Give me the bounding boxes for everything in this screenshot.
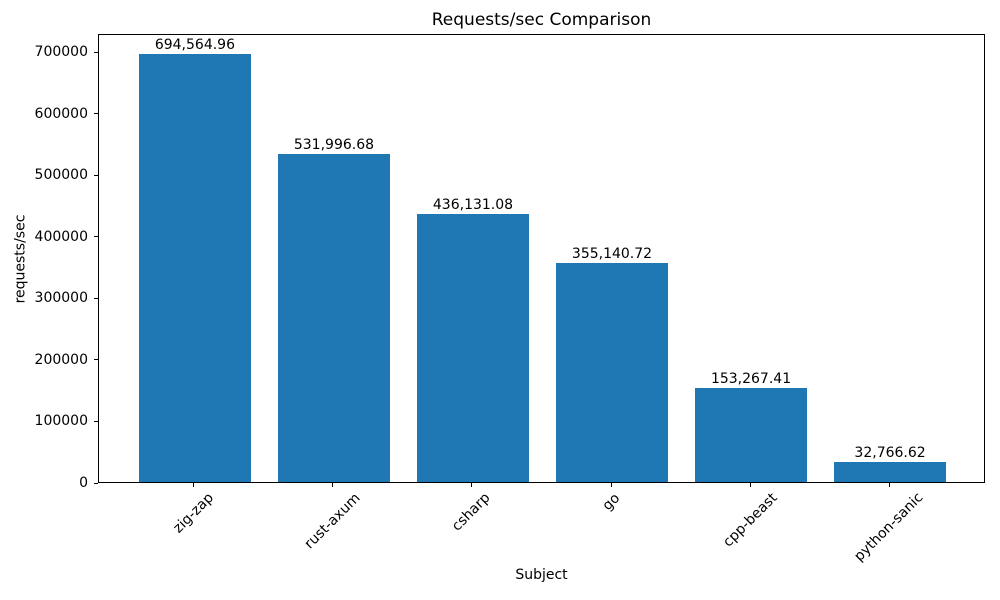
y-tick-label: 100000 xyxy=(34,413,88,430)
y-tick-mark xyxy=(94,420,98,422)
x-tick-mark xyxy=(610,483,612,487)
x-tick-label: go xyxy=(599,489,623,514)
x-tick-mark xyxy=(471,483,473,487)
bar-value-label: 694,564.96 xyxy=(154,37,236,54)
bar xyxy=(139,54,251,482)
bar xyxy=(556,263,668,482)
bar xyxy=(695,387,807,482)
bar xyxy=(834,461,946,482)
bar-value-label: 531,996.68 xyxy=(293,137,375,154)
bar xyxy=(417,213,529,482)
bar-value-label: 32,766.62 xyxy=(854,444,926,461)
y-tick-mark xyxy=(94,236,98,238)
y-tick-mark xyxy=(94,113,98,115)
y-axis-label: requests/sec xyxy=(12,214,29,304)
x-tick-label: python-sanic xyxy=(851,489,927,566)
x-tick-mark xyxy=(332,483,334,487)
y-tick-label: 700000 xyxy=(34,44,88,61)
bar-value-label: 355,140.72 xyxy=(571,246,653,263)
x-tick-mark xyxy=(193,483,195,487)
y-tick-mark xyxy=(94,297,98,299)
y-tick-mark xyxy=(94,482,98,484)
y-tick-mark xyxy=(94,51,98,53)
y-tick-label: 200000 xyxy=(34,351,88,368)
y-tick-label: 600000 xyxy=(34,105,88,122)
x-tick-mark xyxy=(749,483,751,487)
x-tick-label: csharp xyxy=(449,489,494,535)
bar xyxy=(278,154,390,482)
x-tick-label: rust-axum xyxy=(301,490,364,553)
chart-title: Requests/sec Comparison xyxy=(431,10,652,30)
y-tick-mark xyxy=(94,359,98,361)
x-axis-label: Subject xyxy=(515,567,568,583)
y-tick-label: 0 xyxy=(79,475,88,491)
y-tick-label: 400000 xyxy=(34,228,88,245)
y-tick-label: 500000 xyxy=(34,167,88,184)
y-tick-label: 300000 xyxy=(34,290,88,307)
bar-value-label: 436,131.08 xyxy=(432,196,514,213)
x-tick-mark xyxy=(888,483,890,487)
plot-area: 694,564.96 531,996.68 436,131.08 355,140.72… xyxy=(98,34,985,483)
bar-value-label: 153,267.41 xyxy=(710,370,792,387)
y-tick-mark xyxy=(94,174,98,176)
x-tick-label: zig-zap xyxy=(170,489,217,537)
x-tick-label: cpp-beast xyxy=(719,489,781,551)
